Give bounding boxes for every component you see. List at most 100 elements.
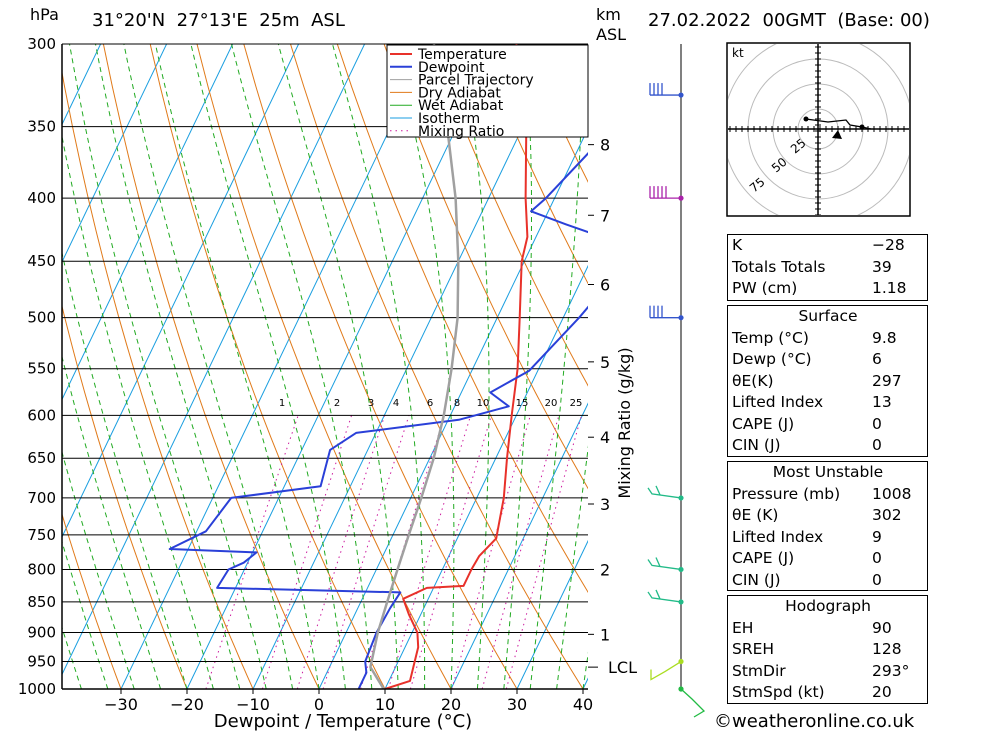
index-value: 297 (872, 371, 902, 390)
isotherm (252, 44, 564, 689)
x-axis-label: Dewpoint / Temperature (°C) (214, 711, 472, 732)
pressure-tick-label: 700 (27, 489, 56, 507)
x-tick-label: 20 (441, 695, 461, 714)
wind-barb-shaft (650, 660, 682, 681)
unit-asl: ASL (596, 25, 627, 44)
index-row: θE(K) 297 (728, 371, 928, 393)
hodograph-indices-box: Hodograph EH 90 SREH 128 StmDir 293° StmSpd (kt… (727, 595, 928, 704)
dry-adiabat (102, 44, 320, 689)
index-value: 0 (872, 436, 882, 454)
legend-label: Parcel Trajectory (418, 73, 534, 89)
axes: −30 −20 −10 0 10 20 30 40 Dewpoint / Temperature… (61, 44, 634, 732)
wind-barb (678, 686, 706, 718)
isotherm (450, 402, 588, 689)
wind-barb-shaft (647, 487, 682, 499)
wind-barb-shaft (680, 688, 706, 718)
index-row: PW (cm) 1.18 (728, 278, 928, 300)
wet-adiabat (277, 44, 399, 689)
isotherm (62, 44, 300, 539)
legend-label: Dewpoint (418, 60, 485, 76)
x-tick-label: 10 (375, 695, 395, 714)
profiles (168, 44, 588, 689)
km-tick-label: 4 (600, 428, 610, 447)
wet-adiabat (529, 44, 584, 689)
surface-table: Surface Temp (°C) 9.8 Dewp (°C) 6 θE(K) 297 Lif… (728, 306, 928, 457)
mixing-ratio-label: 1 (279, 398, 285, 409)
general-indices-box: K −28 Totals Totals 39 PW (cm) 1.18 (727, 234, 928, 301)
index-row: Pressure (mb) 1008 (728, 484, 928, 506)
location-title: 31°20'N 27°13'E 25m ASL (92, 10, 345, 31)
mixing-ratio-line (261, 415, 353, 689)
hodograph-point (803, 116, 809, 122)
index-row: Temp (°C) 9.8 (728, 328, 928, 350)
parcel-trajectory-line (369, 44, 460, 689)
isotherm (186, 44, 498, 689)
storm-motion-marker (832, 130, 842, 139)
index-row: CAPE (J) 0 (728, 414, 928, 436)
wind-barb-shaft (647, 559, 682, 571)
lcl-label: LCL (608, 658, 637, 677)
pressure-tick-label: 900 (27, 624, 56, 642)
mixing-ratio-line (409, 415, 492, 689)
mixing-ratio-label: 10 (477, 398, 490, 409)
index-label: Lifted Index (732, 393, 824, 411)
x-tick-label: 30 (507, 695, 527, 714)
mixing-ratio-line (481, 415, 560, 689)
isotherm (120, 44, 432, 689)
mixing-ratio-line (322, 415, 410, 689)
isotherm (384, 264, 588, 689)
section-title: Most Unstable (772, 463, 884, 481)
legend-label: Wet Adiabat (418, 98, 504, 114)
section-title: Surface (798, 307, 858, 325)
km-tick-label: 6 (600, 276, 610, 295)
wind-barb-flag (655, 485, 661, 496)
wind-barb-shaft (647, 591, 682, 603)
mixing-ratio-label: 2 (334, 398, 340, 409)
wind-barb (647, 589, 684, 605)
pressure-tick-label: 1000 (18, 680, 56, 698)
isotherm (516, 539, 588, 689)
wind-barb-dot (678, 566, 684, 573)
x-tick-label: −30 (104, 695, 138, 714)
section-title: Hodograph (785, 597, 871, 615)
index-label: StmSpd (kt) (732, 683, 825, 701)
x-tick-label: 40 (573, 695, 593, 714)
pressure-tick-label: 550 (27, 360, 56, 378)
isotherm (62, 44, 168, 264)
index-label: Temp (°C) (732, 328, 809, 347)
index-row: K −28 (728, 235, 928, 257)
index-label: Lifted Index (732, 527, 824, 546)
dry-adiabat (62, 512, 122, 689)
index-value: 1.18 (872, 279, 907, 297)
dry-adiabat (383, 44, 588, 490)
surface-box: Surface Temp (°C) 9.8 Dewp (°C) 6 θE(K) 297 Lif… (727, 305, 928, 457)
pressure-tick-label: 800 (27, 560, 56, 578)
unit-km: km (596, 5, 621, 24)
wind-barb (649, 305, 684, 321)
legend-label: Temperature (417, 47, 507, 63)
dry-adiabat (196, 44, 452, 689)
temperature-line (384, 44, 529, 689)
index-label: EH (732, 618, 754, 637)
wet-adiabat (459, 44, 490, 689)
index-value: 39 (872, 257, 892, 276)
index-value: 9.8 (872, 328, 897, 347)
index-value: 0 (872, 414, 882, 433)
index-value: 0 (872, 570, 882, 589)
hodograph-indices-table: Hodograph EH 90 SREH 128 StmDir 293° StmSpd (kt… (728, 596, 928, 704)
wet-adiabat (62, 450, 135, 689)
index-row: CIN (J) 0 (728, 570, 928, 592)
index-row: SREH 128 (728, 639, 928, 661)
index-row: Lifted Index 9 (728, 527, 928, 549)
x-tick-label: −20 (170, 695, 204, 714)
pressure-tick-label: 500 (27, 309, 56, 327)
wet-adiabat (556, 445, 588, 689)
datetime-title: 27.02.2022 00GMT (Base: 00) (648, 10, 930, 31)
wet-adiabat (62, 354, 162, 689)
mixing-ratio-label: 8 (454, 398, 460, 409)
mixing-ratio-line (387, 415, 472, 689)
pressure-tick-label: 400 (27, 189, 56, 207)
index-value: 302 (872, 506, 902, 524)
hodograph-point (859, 124, 865, 130)
